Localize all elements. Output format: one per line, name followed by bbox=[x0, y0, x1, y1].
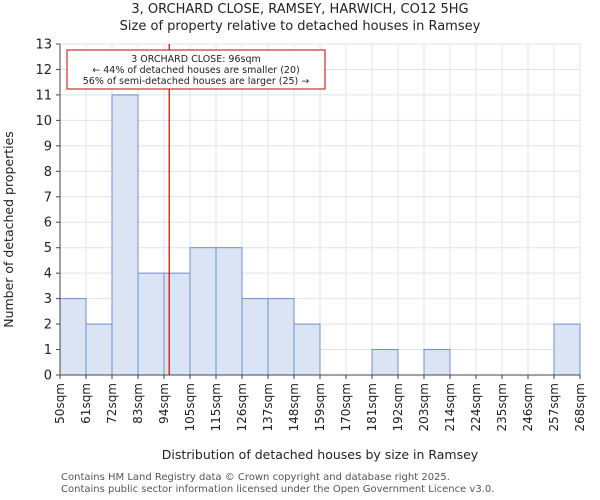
bar bbox=[189, 247, 217, 376]
y-tick-label: 2 bbox=[44, 318, 52, 333]
bar bbox=[293, 323, 321, 376]
bar bbox=[241, 298, 269, 376]
footer: Contains HM Land Registry data © Crown c… bbox=[61, 472, 494, 496]
x-tick-label: 61sqm bbox=[79, 383, 93, 424]
bar bbox=[215, 247, 243, 376]
x-tick-label: 224sqm bbox=[469, 383, 483, 431]
x-tick-label: 94sqm bbox=[157, 383, 171, 424]
footer-line-1: Contains HM Land Registry data © Crown c… bbox=[61, 472, 450, 483]
x-tick-label: 170sqm bbox=[339, 383, 353, 431]
y-tick-label: 1 bbox=[44, 343, 52, 358]
x-tick-label: 268sqm bbox=[573, 383, 587, 431]
bar bbox=[267, 298, 295, 376]
annotation-line-1: 3 ORCHARD CLOSE: 96sqm bbox=[131, 54, 261, 65]
x-tick-label: 192sqm bbox=[391, 383, 405, 431]
chart-subtitle: Size of property relative to detached ho… bbox=[119, 19, 481, 34]
y-tick-label: 8 bbox=[44, 165, 52, 180]
y-axis-title: Number of detached properties bbox=[1, 131, 16, 328]
y-tick-label: 7 bbox=[44, 190, 52, 205]
bar bbox=[423, 349, 451, 376]
x-tick-label: 72sqm bbox=[105, 383, 119, 424]
bar bbox=[111, 94, 139, 376]
y-tick-label: 11 bbox=[35, 88, 52, 103]
x-tick-label: 203sqm bbox=[417, 383, 431, 431]
bar bbox=[371, 349, 399, 376]
x-tick-label: 126sqm bbox=[235, 383, 249, 431]
x-tick-label: 214sqm bbox=[443, 383, 457, 431]
x-tick-label: 105sqm bbox=[183, 383, 197, 431]
bar bbox=[137, 272, 165, 376]
y-tick-label: 10 bbox=[35, 114, 52, 129]
annotation-line-3: 56% of semi-detached houses are larger (… bbox=[83, 76, 310, 87]
x-tick-label: 83sqm bbox=[131, 383, 145, 424]
annotation-box bbox=[66, 49, 326, 90]
bar bbox=[59, 298, 87, 376]
y-tick-label: 9 bbox=[44, 139, 52, 154]
bar bbox=[85, 323, 113, 376]
y-tick-label: 5 bbox=[44, 241, 52, 256]
x-tick-label: 159sqm bbox=[313, 383, 327, 431]
x-tick-label: 246sqm bbox=[521, 383, 535, 431]
x-axis-title: Distribution of detached houses by size … bbox=[162, 447, 479, 462]
y-tick-label: 12 bbox=[35, 63, 52, 78]
x-tick-label: 257sqm bbox=[547, 383, 561, 431]
y-tick-label: 0 bbox=[44, 369, 52, 384]
footer-line-2: Contains public sector information licen… bbox=[61, 484, 495, 495]
y-tick-label: 6 bbox=[44, 216, 52, 231]
x-tick-label: 50sqm bbox=[53, 383, 67, 424]
x-tick-label: 148sqm bbox=[287, 383, 301, 431]
x-tick-label: 235sqm bbox=[495, 383, 509, 431]
x-tick-label: 137sqm bbox=[261, 383, 275, 431]
y-tick-label: 3 bbox=[44, 292, 52, 307]
y-tick-label: 13 bbox=[35, 38, 52, 53]
bar bbox=[163, 272, 191, 376]
chart-title: 3, ORCHARD CLOSE, RAMSEY, HARWICH, CO12 … bbox=[131, 2, 469, 17]
y-tick-label: 4 bbox=[44, 267, 52, 282]
annotation-line-2: ← 44% of detached houses are smaller (20… bbox=[92, 65, 299, 76]
bar bbox=[553, 323, 581, 376]
x-tick-label: 181sqm bbox=[365, 383, 379, 431]
x-tick-label: 115sqm bbox=[209, 383, 223, 431]
